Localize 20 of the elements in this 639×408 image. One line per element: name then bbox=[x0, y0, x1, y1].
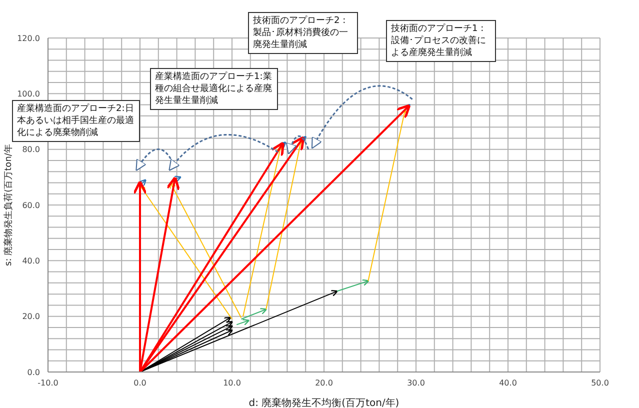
annotation: 技術面のアプローチ1 :設備･プロセスの改善による産廃発生量削減 bbox=[386, 20, 496, 62]
y-tick-label: 0.0 bbox=[27, 368, 40, 377]
x-tick-label: 20.0 bbox=[315, 378, 333, 388]
x-tick-label: 30.0 bbox=[407, 378, 425, 388]
y-tick-label: 40.0 bbox=[22, 256, 40, 266]
annotation: 技術面のアプローチ2 :製品･原材料消費後の一廃発生量削減 bbox=[248, 12, 358, 54]
x-axis-title: d: 廃棄物発生不均衡(百万ton/年) bbox=[248, 397, 400, 408]
y-axis-title: s: 廃棄物発生負荷(百万ton/年 bbox=[3, 144, 14, 266]
x-tick-label: 10.0 bbox=[223, 378, 241, 388]
y-tick-label: 20.0 bbox=[22, 312, 40, 322]
x-tick-label: 50.0 bbox=[591, 378, 609, 388]
x-tick-label: 0.0 bbox=[134, 378, 146, 388]
x-tick-label: -10.0 bbox=[38, 378, 58, 388]
y-tick-label: 60.0 bbox=[22, 200, 40, 210]
x-tick-label: 40.0 bbox=[499, 378, 517, 388]
annotation: 産業構造面のアプローチ1:業種の組合せ最適化による産廃発生量生量削減 bbox=[150, 68, 278, 110]
y-tick-label: 120.0 bbox=[17, 34, 40, 43]
annotation: 産業構造面のアプローチ2:日本あるいは相手国生産の最適化による廃棄物削減 bbox=[12, 100, 140, 142]
y-tick-label: 100.0 bbox=[17, 90, 40, 99]
y-tick-label: 80.0 bbox=[22, 145, 40, 154]
